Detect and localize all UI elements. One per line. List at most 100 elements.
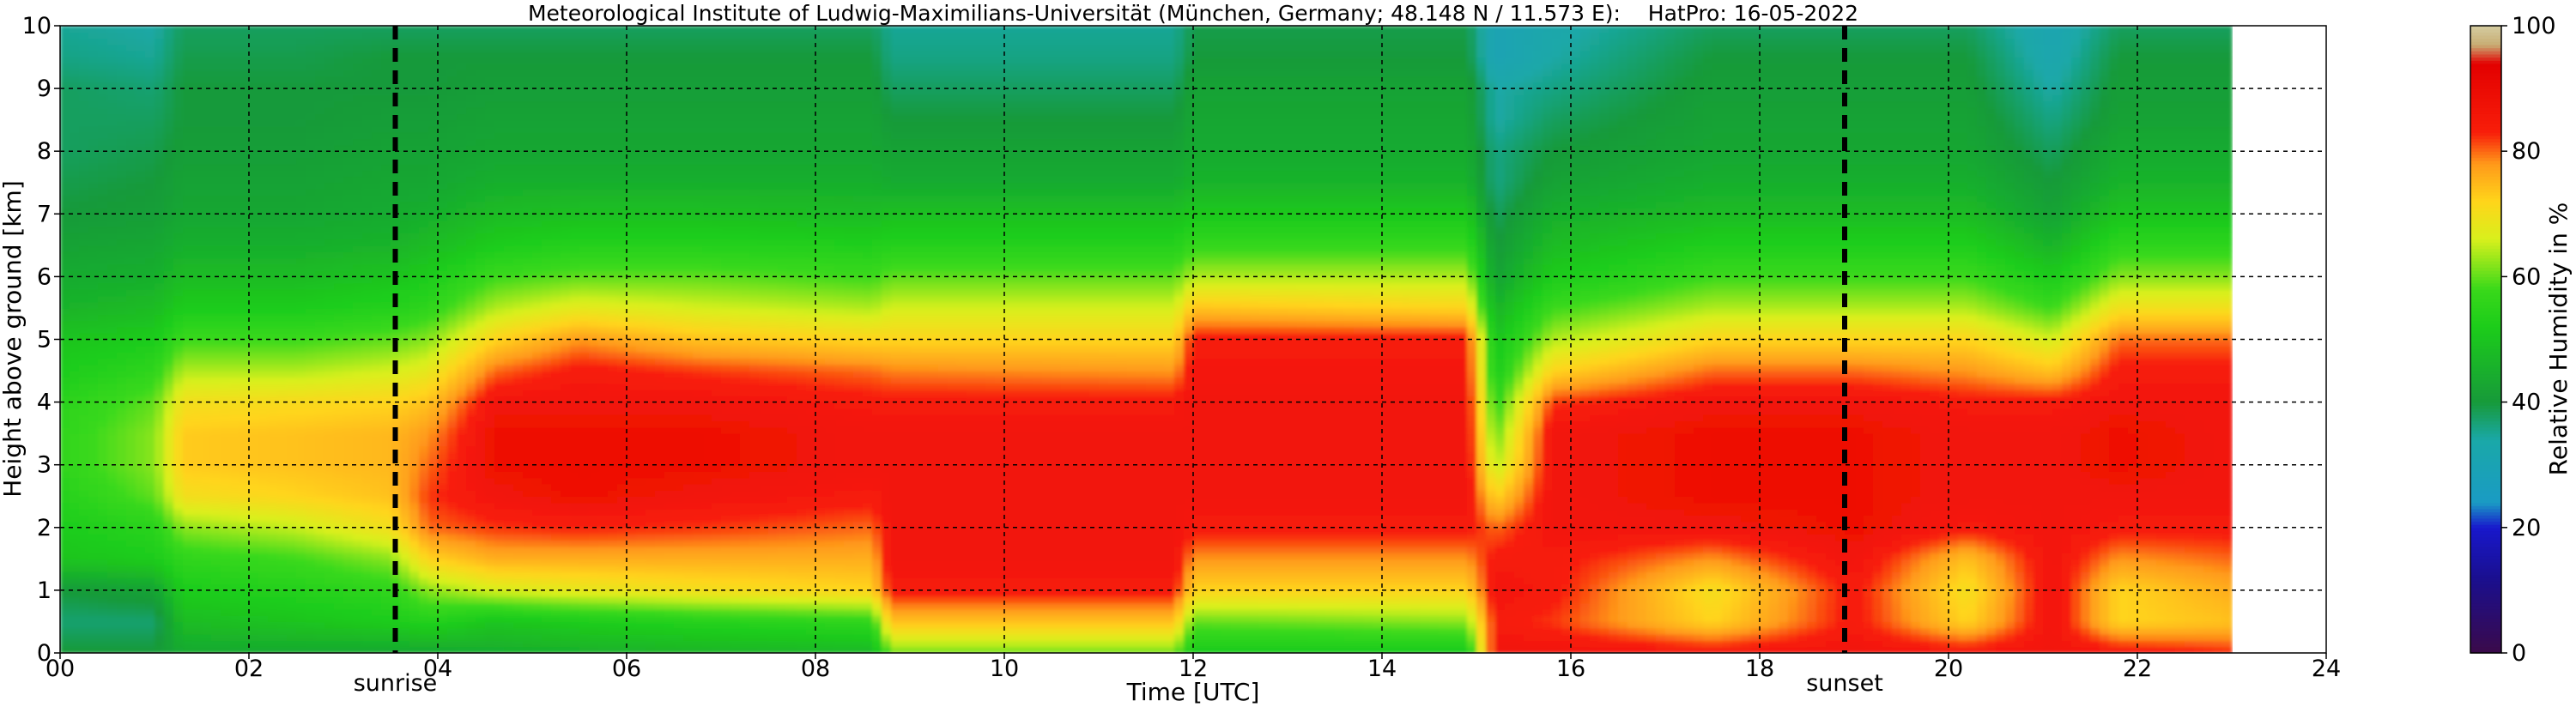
heatmap-cell [419, 408, 429, 415]
heatmap-cell [164, 88, 174, 95]
heatmap-cell [155, 615, 165, 622]
heatmap-cell [466, 101, 476, 108]
heatmap-cell [230, 283, 240, 290]
heatmap-cell [268, 503, 278, 510]
heatmap-cell [334, 264, 344, 271]
heatmap-cell [485, 251, 495, 258]
heatmap-cell [485, 132, 495, 139]
heatmap-cell [164, 452, 174, 459]
heatmap-cell [428, 609, 439, 616]
heatmap-cell [324, 596, 335, 603]
heatmap-cell [306, 126, 316, 133]
heatmap-cell [457, 571, 467, 578]
heatmap-cell [258, 101, 269, 108]
heatmap-cell [107, 94, 118, 101]
heatmap-cell [268, 251, 278, 258]
heatmap-cell [315, 195, 325, 202]
heatmap-cell [249, 164, 259, 171]
heatmap-cell [173, 540, 184, 547]
heatmap-cell [60, 509, 70, 516]
heatmap-cell [334, 384, 344, 390]
heatmap-cell [315, 402, 325, 409]
heatmap-cell [136, 377, 146, 384]
heatmap-cell [409, 477, 420, 484]
heatmap-cell [239, 245, 250, 252]
heatmap-cell [476, 609, 486, 616]
heatmap-cell [409, 221, 420, 227]
heatmap-cell [249, 446, 259, 453]
heatmap-cell [343, 408, 354, 415]
heatmap-cell [192, 176, 203, 183]
heatmap-cell [315, 321, 325, 328]
heatmap-cell [419, 170, 429, 177]
heatmap-cell [239, 446, 250, 453]
heatmap-cell [466, 590, 476, 597]
heatmap-cell [287, 465, 297, 472]
heatmap-cell [324, 302, 335, 309]
heatmap-cell [239, 264, 250, 271]
heatmap-cell [466, 132, 476, 139]
heatmap-cell [428, 577, 439, 584]
heatmap-cell [268, 471, 278, 478]
heatmap-cell [306, 528, 316, 535]
heatmap-cell [343, 257, 354, 264]
heatmap-cell [315, 452, 325, 459]
heatmap-cell [173, 113, 184, 120]
heatmap-cell [211, 101, 221, 108]
heatmap-cell [239, 484, 250, 491]
heatmap-cell [164, 408, 174, 415]
heatmap-cell [372, 640, 382, 647]
heatmap-cell [419, 202, 429, 208]
heatmap-cell [164, 245, 174, 252]
heatmap-cell [343, 139, 354, 146]
heatmap-cell [296, 32, 306, 39]
heatmap-cell [447, 39, 458, 45]
heatmap-cell [183, 577, 193, 584]
heatmap-cell [372, 496, 382, 503]
heatmap-cell [183, 571, 193, 578]
heatmap-cell [287, 365, 297, 372]
heatmap-cell [353, 170, 363, 177]
heatmap-cell [211, 609, 221, 616]
heatmap-cell [476, 477, 486, 484]
heatmap-cell [466, 227, 476, 233]
heatmap-cell [400, 571, 410, 578]
heatmap-cell [381, 164, 391, 171]
heatmap-cell [315, 484, 325, 491]
heatmap-cell [145, 321, 155, 328]
heatmap-cell [457, 496, 467, 503]
heatmap-cell [381, 245, 391, 252]
heatmap-cell [362, 94, 373, 101]
heatmap-cell [400, 151, 410, 158]
heatmap-cell [268, 314, 278, 321]
heatmap-cell [136, 553, 146, 559]
heatmap-cell [447, 421, 458, 428]
heatmap-cell [372, 176, 382, 183]
heatmap-cell [447, 227, 458, 233]
heatmap-cell [287, 496, 297, 503]
heatmap-cell [428, 257, 439, 264]
heatmap-cell [202, 88, 212, 95]
heatmap-cell [362, 45, 373, 51]
heatmap-cell [353, 465, 363, 472]
heatmap-cell [79, 421, 89, 428]
heatmap-cell [334, 45, 344, 51]
heatmap-cell [79, 484, 89, 491]
heatmap-cell [126, 390, 136, 396]
heatmap-cell [419, 465, 429, 472]
heatmap-cell [372, 257, 382, 264]
heatmap-cell [211, 540, 221, 547]
heatmap-cell [107, 446, 118, 453]
heatmap-cell [277, 88, 288, 95]
heatmap-cell [164, 352, 174, 359]
heatmap-cell [98, 257, 108, 264]
heatmap-cell [79, 377, 89, 384]
heatmap-cell [306, 264, 316, 271]
heatmap-cell [381, 484, 391, 491]
heatmap-cell [164, 390, 174, 396]
heatmap-cell [438, 596, 448, 603]
heatmap-cell [409, 327, 420, 334]
heatmap-cell [70, 340, 80, 347]
heatmap-cell [419, 553, 429, 559]
heatmap-cell [155, 427, 165, 434]
